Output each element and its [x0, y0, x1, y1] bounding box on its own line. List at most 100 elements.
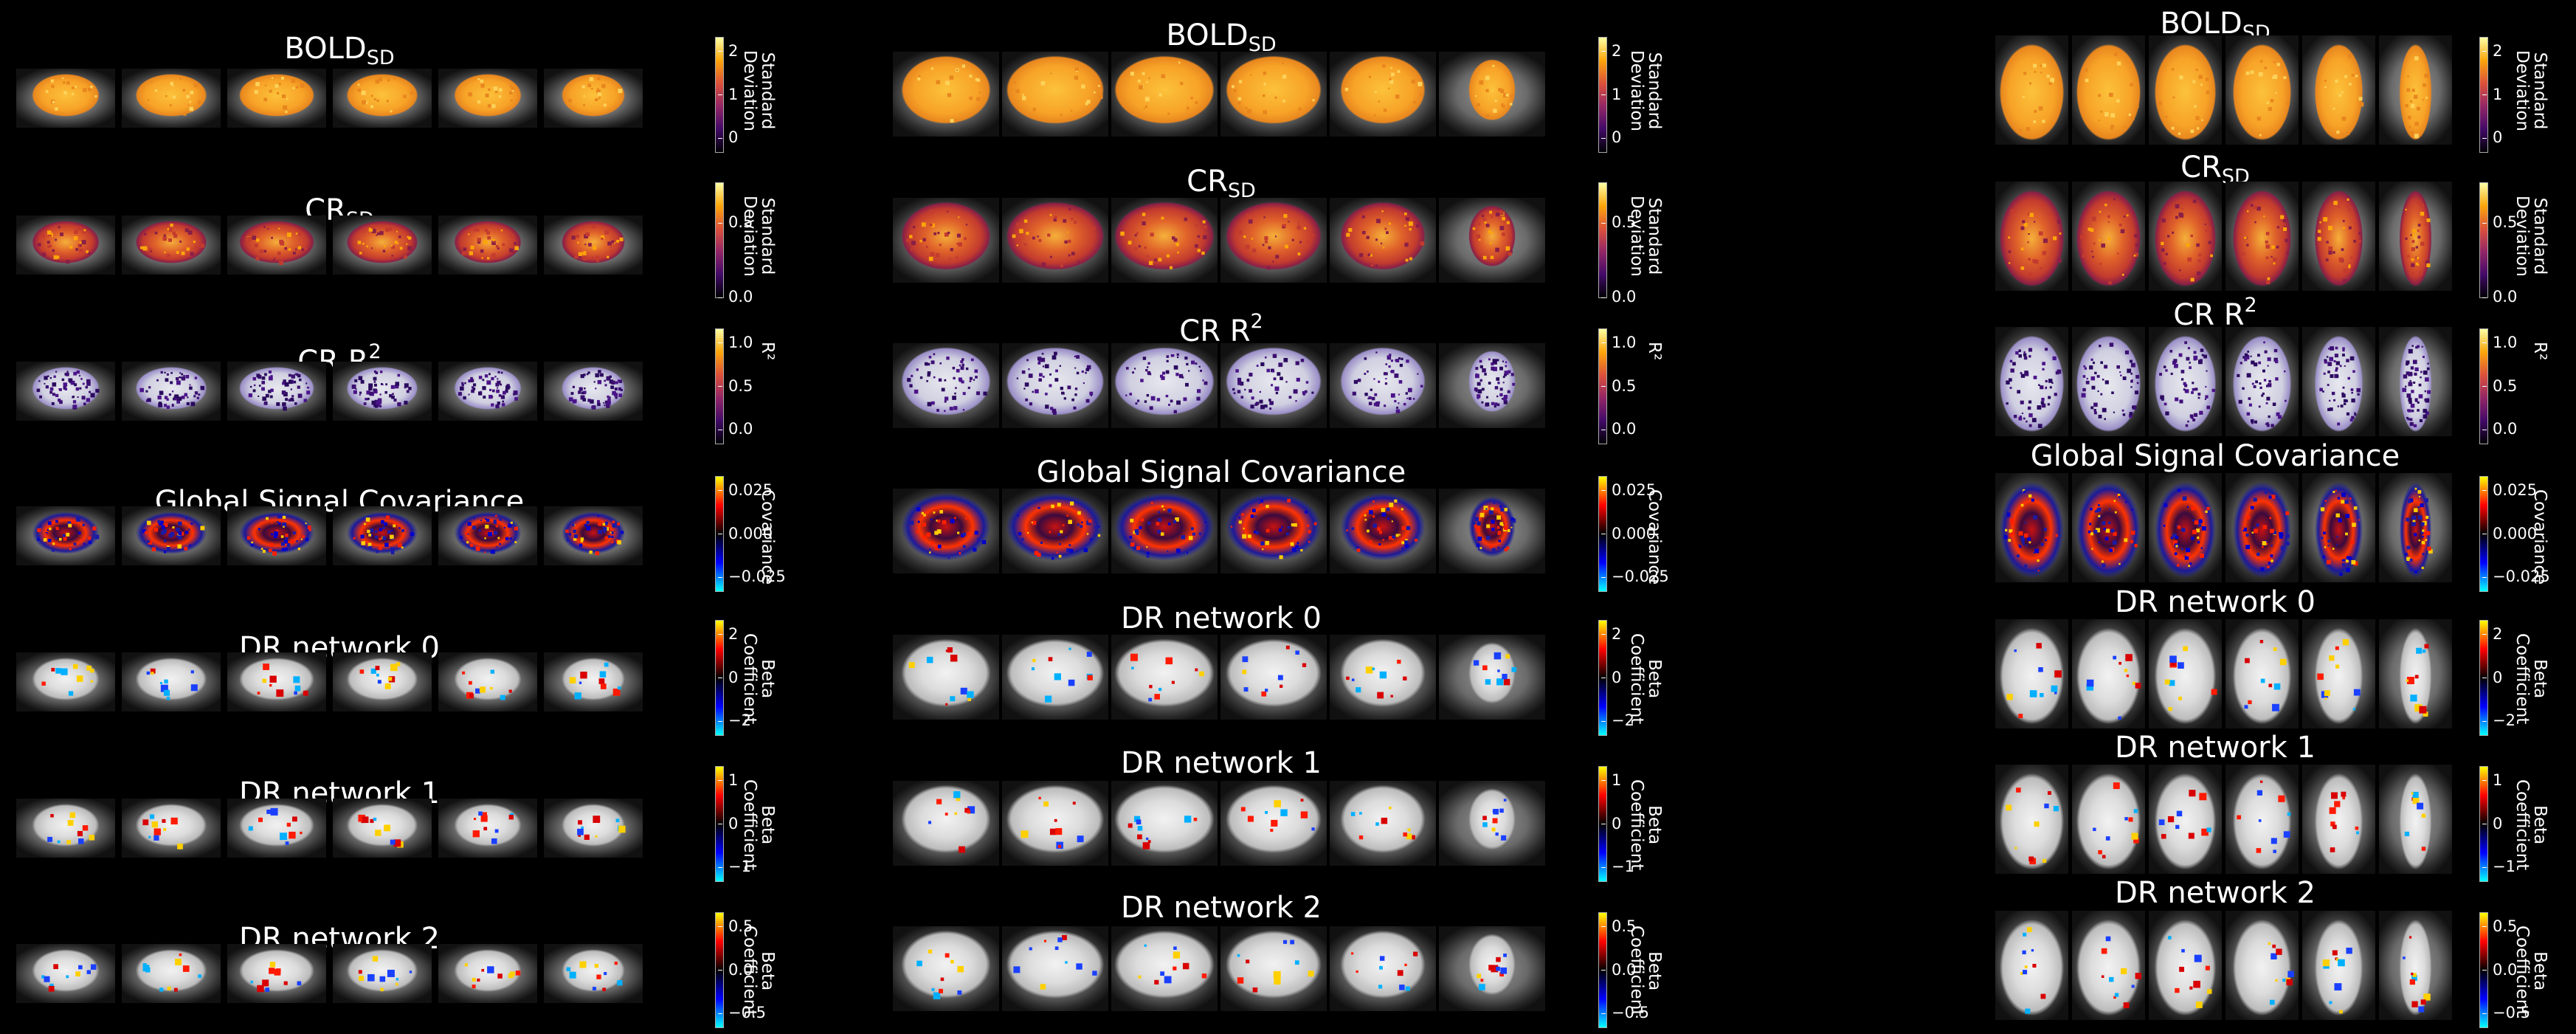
axial-slice: [2225, 765, 2299, 874]
coronal-slice: [1439, 781, 1545, 866]
axial-slice: [2149, 182, 2222, 291]
axial-slice: [2072, 765, 2145, 874]
colorbar-tick-label: 0.5: [717, 213, 753, 232]
sagittal-slice: [122, 944, 221, 1003]
axial-slice: [2149, 473, 2222, 582]
coronal-slice: [893, 52, 999, 137]
sagittal-slice: [122, 506, 221, 565]
sagittal-slice: [16, 69, 115, 128]
colorbar-tick-label: 0.5: [717, 376, 753, 395]
colorbar-tick-label: −2: [2482, 711, 2515, 730]
colorbar-label-line: Covariance: [2530, 489, 2549, 585]
coronal-slice: [893, 489, 999, 573]
axial-slice: [2379, 619, 2452, 728]
coronal-slice: [1111, 489, 1218, 573]
axial-slice: [2225, 327, 2299, 436]
sagittal-slice: [544, 652, 643, 711]
colorbar-tick-label: −0.025: [718, 568, 786, 586]
title-main: CR R: [2173, 298, 2245, 332]
coronal-slice: [1002, 781, 1108, 866]
row-title: BOLDSD: [284, 34, 394, 68]
coronal-slice: [1439, 52, 1545, 137]
colorbar-tick-label: 0.5: [2482, 213, 2518, 232]
colorbar-tick-label: 0.025: [2482, 480, 2538, 499]
title-main: DR network 1: [1121, 746, 1322, 780]
colorbar-label: Standard Deviation: [740, 196, 777, 277]
coronal-slice: [1220, 635, 1327, 720]
colorbar-tick-label: −2: [1601, 711, 1634, 730]
title-main: CR R: [1179, 314, 1251, 348]
title-main: Global Signal Covariance: [2030, 439, 2400, 473]
colorbar-tick-label: 1.0: [717, 333, 753, 351]
coronal-slice: [1220, 52, 1327, 137]
axial-slice: [2149, 35, 2222, 145]
axial-slice: [1995, 911, 2068, 1020]
coronal-slice: [1002, 926, 1108, 1011]
colorbar-tick-label: 0: [1600, 814, 1622, 833]
colorbar-tick-label: 0: [717, 814, 739, 833]
colorbar-label-line: Coefficient: [1626, 926, 1646, 1017]
row-title: DR network 2: [1121, 893, 1322, 923]
colorbar-tick-label: 0.0: [717, 288, 753, 306]
row-title: CRSD: [2180, 153, 2250, 187]
colorbar-tick-label: 0.0: [1600, 960, 1637, 979]
colorbar-label: Standard Deviation: [2513, 196, 2549, 277]
row-title: BOLDSD: [1166, 21, 1276, 55]
colorbar-tick-label: 0.025: [717, 480, 773, 499]
colorbar-tick-label: 0.0: [2482, 288, 2518, 306]
axial-slice: [2379, 473, 2452, 582]
coronal-slice: [893, 781, 999, 866]
colorbar-tick-label: 1: [717, 771, 739, 789]
colorbar-label-line: R²: [2530, 342, 2549, 361]
colorbar-label-line: Beta: [2530, 805, 2549, 845]
axial-slice: [2379, 765, 2452, 874]
axial-slice: [2072, 911, 2145, 1020]
sagittal-slice: [438, 799, 537, 858]
colorbar-label-line: Standard: [1645, 197, 1664, 275]
colorbar-tick-label: 0.5: [2482, 376, 2518, 395]
sagittal-slice: [16, 506, 115, 565]
row-title: Global Signal Covariance: [2031, 441, 2400, 471]
colorbar-tick-label: 0.025: [1600, 480, 1657, 499]
coronal-slice: [1111, 198, 1218, 283]
colorbar-label: Beta Coefficient: [2513, 633, 2549, 724]
colorbar-label: Standard Deviation: [1627, 50, 1664, 131]
sagittal-slice: [544, 216, 643, 275]
colorbar-label-line: Coefficient: [2512, 779, 2532, 871]
sagittal-slice: [227, 799, 326, 858]
sagittal-slice: [227, 362, 326, 421]
coronal-slice: [1002, 198, 1108, 283]
colorbar-tick-label: 0.0: [2482, 420, 2518, 438]
colorbar: [1598, 182, 1607, 298]
sagittal-slice: [438, 652, 537, 711]
coronal-slice: [893, 926, 999, 1011]
axial-slice: [2379, 182, 2452, 291]
sagittal-slice: [438, 362, 537, 421]
colorbar-label-line: Standard: [1645, 52, 1664, 130]
coronal-slice: [1330, 926, 1436, 1011]
sagittal-slice: [16, 362, 115, 421]
colorbar-tick-label: −1: [2482, 858, 2515, 876]
title-main: Global Signal Covariance: [1036, 455, 1406, 489]
coronal-slice: [1330, 781, 1436, 866]
row-title: DR network 0: [2115, 587, 2316, 617]
colorbar-label-line: Standard: [758, 197, 777, 275]
row-title: DR network 1: [1121, 748, 1322, 778]
colorbar-label-line: Beta: [1645, 951, 1664, 991]
row-title: CR R2: [1179, 311, 1263, 346]
colorbar-tick-label: 2: [2482, 41, 2503, 60]
coronal-slice: [1439, 926, 1545, 1011]
colorbar-tick-label: 0.0: [2482, 960, 2518, 979]
sagittal-slice: [227, 652, 326, 711]
colorbar-tick-label: 1: [2482, 771, 2503, 789]
coronal-slice: [1439, 198, 1545, 283]
axial-slice: [1995, 327, 2068, 436]
colorbar-label-line: Beta: [1645, 805, 1664, 845]
title-main: CR: [1187, 165, 1228, 199]
coronal-slice: [1330, 489, 1436, 573]
title-main: DR network 0: [1121, 602, 1322, 635]
colorbar-tick-label: 0: [717, 668, 739, 686]
axial-slice: [2072, 619, 2145, 728]
axial-slice: [2149, 765, 2222, 874]
colorbar-tick-label: 0.5: [717, 917, 753, 935]
